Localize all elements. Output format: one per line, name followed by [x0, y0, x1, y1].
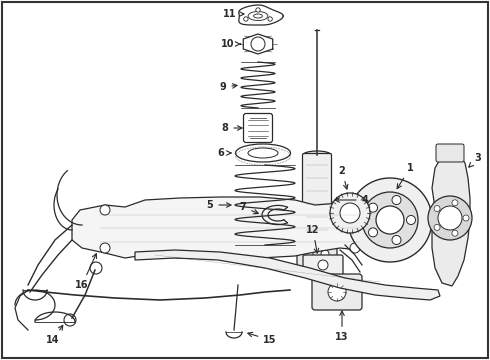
- Circle shape: [100, 243, 110, 253]
- Text: 13: 13: [335, 311, 349, 342]
- Circle shape: [376, 206, 404, 234]
- Text: 5: 5: [207, 200, 231, 210]
- Circle shape: [392, 195, 401, 204]
- Circle shape: [434, 224, 440, 230]
- Circle shape: [434, 206, 440, 212]
- Text: 15: 15: [248, 332, 277, 345]
- Text: 6: 6: [218, 148, 231, 158]
- Circle shape: [438, 206, 462, 230]
- Ellipse shape: [303, 151, 331, 159]
- Text: 10: 10: [221, 39, 241, 49]
- Circle shape: [463, 215, 469, 221]
- Circle shape: [407, 216, 416, 225]
- Circle shape: [256, 8, 260, 12]
- Text: 12: 12: [306, 225, 320, 253]
- Circle shape: [318, 260, 328, 270]
- Circle shape: [392, 235, 401, 244]
- Text: 7: 7: [240, 202, 258, 214]
- Circle shape: [64, 314, 76, 326]
- Text: 1: 1: [397, 163, 414, 189]
- Text: 8: 8: [221, 123, 242, 133]
- Text: 14: 14: [46, 325, 63, 345]
- Text: 2: 2: [339, 166, 348, 189]
- FancyBboxPatch shape: [302, 153, 332, 242]
- Circle shape: [330, 193, 370, 233]
- Circle shape: [452, 230, 458, 236]
- FancyBboxPatch shape: [436, 144, 464, 162]
- Polygon shape: [72, 197, 375, 258]
- Text: 16: 16: [75, 254, 97, 290]
- Circle shape: [368, 228, 377, 237]
- Text: 9: 9: [220, 82, 237, 92]
- Circle shape: [340, 203, 360, 223]
- Circle shape: [100, 205, 110, 215]
- Circle shape: [428, 196, 472, 240]
- Text: 3: 3: [469, 153, 481, 167]
- Circle shape: [321, 250, 329, 258]
- Circle shape: [348, 178, 432, 262]
- Circle shape: [350, 243, 360, 253]
- Text: 11: 11: [223, 9, 244, 19]
- Circle shape: [90, 262, 102, 274]
- Circle shape: [268, 17, 272, 21]
- Circle shape: [328, 283, 346, 301]
- FancyBboxPatch shape: [303, 255, 343, 275]
- Polygon shape: [432, 150, 470, 286]
- FancyBboxPatch shape: [312, 274, 362, 310]
- Polygon shape: [135, 250, 440, 300]
- Circle shape: [305, 250, 313, 258]
- Circle shape: [244, 17, 248, 21]
- Text: 4: 4: [335, 195, 368, 205]
- FancyBboxPatch shape: [297, 238, 337, 270]
- Circle shape: [368, 203, 377, 212]
- Circle shape: [350, 205, 360, 215]
- Circle shape: [362, 192, 418, 248]
- Circle shape: [452, 200, 458, 206]
